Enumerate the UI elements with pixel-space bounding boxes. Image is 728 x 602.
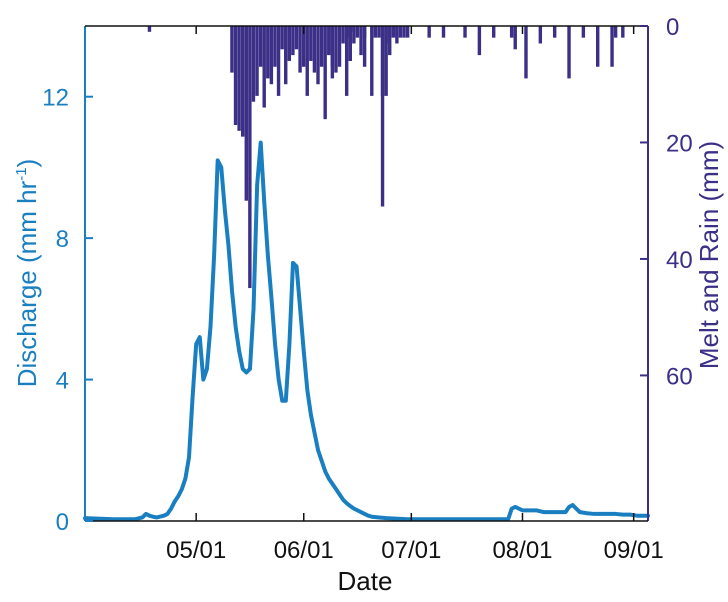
melt-rain-bar: [230, 26, 234, 73]
melt-rain-bar: [291, 26, 295, 56]
melt-rain-bar: [613, 26, 618, 38]
melt-rain-bar: [427, 26, 431, 38]
x-tick-label: 06/01: [274, 537, 334, 564]
melt-rain-bar: [305, 26, 309, 96]
x-tick-label: 09/01: [604, 537, 664, 564]
melt-rain-bar: [319, 26, 324, 67]
x-tick-label: 05/01: [166, 537, 226, 564]
melt-rain-bar: [255, 26, 259, 96]
melt-rain-bar: [596, 26, 600, 67]
y-right-tick-label: 20: [666, 130, 693, 157]
y-axis-left-label-sup: -1: [13, 167, 30, 180]
melt-rain-bar: [244, 26, 248, 201]
melt-rain-bar: [492, 26, 496, 38]
melt-rain-bar: [402, 26, 406, 38]
melt-rain-bar: [327, 26, 331, 56]
melt-rain-bar: [405, 26, 410, 38]
melt-rain-bar: [337, 26, 342, 67]
x-tick-label: 07/01: [381, 537, 441, 564]
melt-rain-bar: [316, 26, 320, 85]
melt-rain-bars: [147, 26, 625, 289]
discharge-line: [83, 140, 650, 522]
melt-rain-bar: [581, 26, 586, 38]
melt-rain-bar: [362, 26, 367, 38]
melt-rain-bar: [233, 26, 238, 125]
melt-rain-bar: [552, 26, 557, 38]
y-right-tick-label: 40: [666, 247, 693, 274]
melt-rain-bar: [312, 26, 317, 73]
melt-rain-bar: [377, 26, 381, 38]
melt-rain-bar: [266, 26, 270, 79]
x-tick-label: 08/01: [492, 537, 552, 564]
melt-rain-bar: [610, 26, 614, 67]
melt-rain-bar: [287, 26, 292, 61]
y-left-tick-label: 12: [42, 85, 69, 112]
melt-rain-bar: [298, 26, 302, 73]
melt-rain-bar: [237, 26, 241, 131]
melt-rain-bar: [258, 26, 263, 67]
melt-rain-bar: [276, 26, 281, 96]
melt-rain-bar: [362, 26, 367, 67]
melt-rain-bar: [370, 26, 374, 96]
melt-rain-bar: [269, 26, 274, 85]
melt-rain-bar: [388, 26, 392, 56]
melt-rain-bar: [348, 26, 352, 61]
y-axis-right-label: Melt and Rain (mm): [694, 141, 724, 369]
y-left-tick-label: 0: [56, 509, 69, 536]
melt-rain-bar: [330, 26, 335, 67]
melt-rain-bar: [359, 26, 363, 56]
right-axis-ticks: 0 20 40 60: [640, 14, 693, 390]
melt-rain-bar: [147, 26, 152, 32]
melt-rain-bar: [240, 26, 245, 137]
melt-rain-bar: [621, 26, 625, 38]
melt-rain-bar: [509, 26, 514, 38]
y-axis-left-label-end: ): [12, 159, 42, 168]
x-axis-label: Date: [338, 566, 393, 596]
melt-rain-bar: [567, 26, 571, 79]
melt-rain-bar: [384, 26, 388, 96]
melt-rain-bar: [355, 26, 360, 38]
melt-rain-bar: [248, 26, 252, 289]
melt-rain-bar: [441, 26, 446, 38]
melt-rain-bar: [373, 26, 378, 38]
melt-rain-bar: [524, 26, 528, 79]
melt-rain-bar: [309, 26, 313, 61]
x-axis-ticks: 05/01 06/01 07/01 08/01 09/01: [166, 26, 664, 564]
melt-rain-bar: [477, 26, 482, 56]
melt-rain-bar: [334, 26, 338, 73]
melt-rain-bar: [463, 26, 467, 38]
melt-rain-bar: [273, 26, 277, 67]
melt-rain-bar: [280, 26, 284, 50]
melt-rain-bar: [262, 26, 266, 108]
left-axis-ticks: 0 4 8 12: [42, 85, 93, 536]
y-right-tick-label: 60: [666, 363, 693, 390]
melt-rain-bar: [341, 26, 345, 44]
y-left-tick-label: 4: [56, 368, 69, 395]
y-axis-left-label-main: Discharge (mm hr: [12, 180, 42, 387]
melt-rain-bar: [294, 26, 299, 50]
y-left-tick-label: 8: [56, 226, 69, 253]
melt-rain-bar: [391, 26, 396, 38]
y-axis-left-label: Discharge (mm hr-1): [12, 159, 42, 388]
melt-rain-bar: [344, 26, 349, 96]
melt-rain-bar: [251, 26, 256, 102]
melt-rain-bar: [380, 26, 385, 96]
melt-rain-bar: [284, 26, 288, 85]
melt-rain-bar: [301, 26, 306, 67]
y-right-tick-label: 0: [666, 14, 679, 41]
melt-rain-bar: [380, 26, 385, 207]
melt-rain-bar: [538, 26, 543, 44]
melt-rain-bar: [513, 26, 517, 50]
melt-rain-bar: [395, 26, 399, 44]
melt-rain-bar: [323, 26, 327, 120]
melt-rain-bar: [398, 26, 403, 38]
melt-rain-bar: [352, 26, 356, 44]
